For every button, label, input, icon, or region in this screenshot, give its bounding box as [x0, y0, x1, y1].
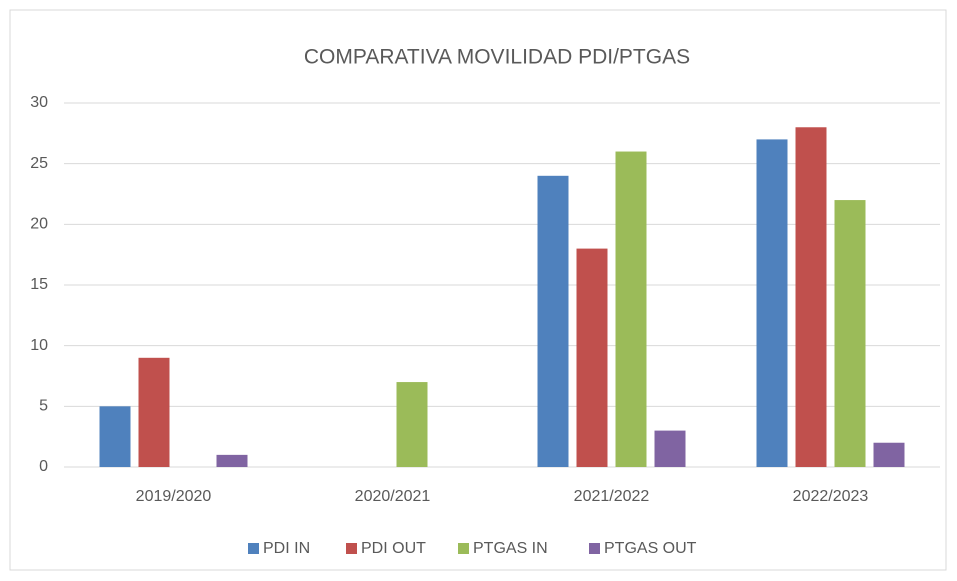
- bar: [615, 151, 647, 468]
- legend-swatch: [346, 543, 357, 554]
- legend-swatch: [248, 543, 259, 554]
- bar: [576, 248, 608, 467]
- y-tick-label: 0: [39, 458, 48, 475]
- bar: [396, 382, 428, 467]
- y-tick-label: 10: [30, 337, 48, 354]
- x-tick-label: 2022/2023: [793, 488, 869, 505]
- bar: [756, 139, 788, 467]
- legend-swatch: [458, 543, 469, 554]
- bar: [795, 127, 827, 468]
- legend-label: PDI OUT: [361, 540, 426, 557]
- x-tick-label: 2019/2020: [136, 488, 212, 505]
- bar: [216, 454, 248, 467]
- chart-title: COMPARATIVA MOVILIDAD PDI/PTGAS: [304, 46, 690, 69]
- y-tick-label: 25: [30, 155, 48, 172]
- bar: [537, 175, 569, 468]
- legend-label: PTGAS IN: [473, 540, 548, 557]
- y-tick-label: 30: [30, 94, 48, 111]
- legend-swatch: [589, 543, 600, 554]
- bar: [654, 430, 686, 467]
- x-tick-label: 2020/2021: [355, 488, 431, 505]
- legend-label: PTGAS OUT: [604, 540, 697, 557]
- bar: [138, 357, 170, 467]
- bar: [99, 406, 131, 467]
- bar: [873, 442, 905, 467]
- y-tick-label: 20: [30, 216, 48, 233]
- y-tick-label: 5: [39, 398, 48, 415]
- legend-label: PDI IN: [263, 540, 310, 557]
- x-tick-label: 2021/2022: [574, 488, 650, 505]
- bar: [834, 200, 866, 468]
- y-tick-label: 15: [30, 276, 48, 293]
